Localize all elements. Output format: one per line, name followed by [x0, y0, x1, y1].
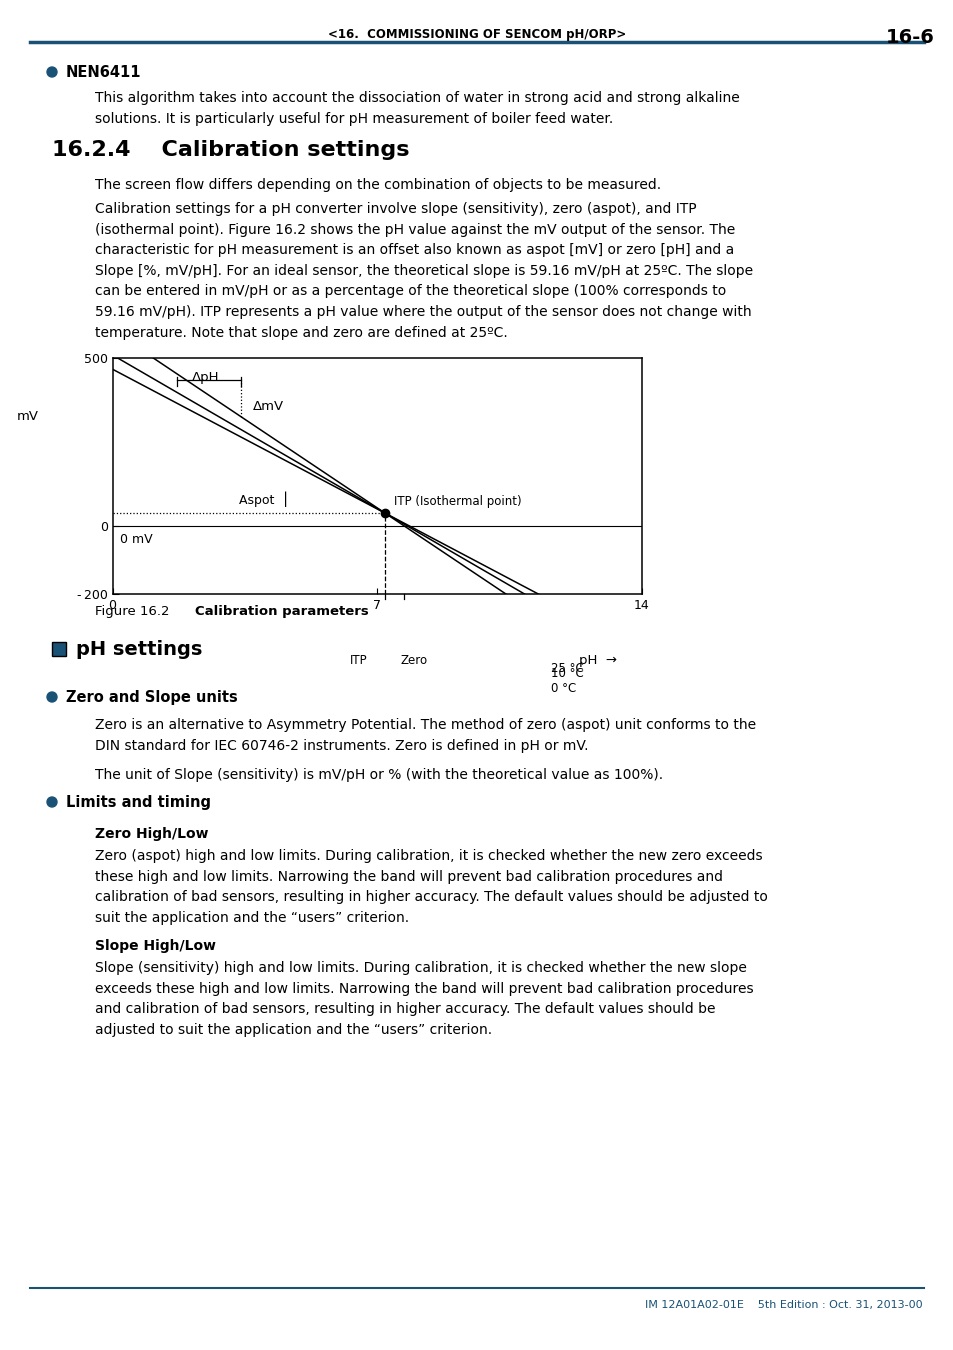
Text: ITP: ITP — [349, 653, 367, 667]
Text: Slope (sensitivity) high and low limits. During calibration, it is checked wheth: Slope (sensitivity) high and low limits.… — [95, 961, 753, 1037]
Text: Zero (aspot) high and low limits. During calibration, it is checked whether the : Zero (aspot) high and low limits. During… — [95, 849, 767, 925]
Text: The unit of Slope (sensitivity) is mV/pH or % (with the theoretical value as 100: The unit of Slope (sensitivity) is mV/pH… — [95, 768, 662, 782]
Text: ΔmV: ΔmV — [253, 400, 283, 413]
Text: IM 12A01A02-01E    5th Edition : Oct. 31, 2013-00: IM 12A01A02-01E 5th Edition : Oct. 31, 2… — [644, 1300, 922, 1310]
Text: 25 °C: 25 °C — [551, 663, 583, 675]
Circle shape — [47, 68, 57, 77]
Text: 16.2.4    Calibration settings: 16.2.4 Calibration settings — [52, 140, 409, 161]
Text: 10 °C: 10 °C — [551, 667, 583, 680]
Text: Limits and timing: Limits and timing — [66, 795, 211, 810]
Text: 0 mV: 0 mV — [120, 533, 152, 547]
Text: The screen flow differs depending on the combination of objects to be measured.: The screen flow differs depending on the… — [95, 178, 660, 192]
Text: pH settings: pH settings — [76, 640, 202, 659]
Text: Calibration settings for a pH converter involve slope (sensitivity), zero (aspot: Calibration settings for a pH converter … — [95, 202, 752, 340]
Text: This algorithm takes into account the dissociation of water in strong acid and s: This algorithm takes into account the di… — [95, 90, 739, 126]
FancyBboxPatch shape — [52, 643, 66, 656]
Text: <16.  COMMISSIONING OF SENCOM pH/ORP>: <16. COMMISSIONING OF SENCOM pH/ORP> — [328, 28, 625, 40]
Text: Calibration parameters: Calibration parameters — [194, 605, 369, 618]
Text: Zero High/Low: Zero High/Low — [95, 828, 209, 841]
Circle shape — [47, 796, 57, 807]
Text: 16-6: 16-6 — [884, 28, 933, 47]
Text: Aspot  ⎮: Aspot ⎮ — [239, 491, 289, 508]
Text: Zero and Slope units: Zero and Slope units — [66, 690, 237, 705]
Text: mV: mV — [17, 410, 39, 424]
Text: Zero: Zero — [400, 653, 428, 667]
Text: ΔpH: ΔpH — [192, 370, 219, 383]
Text: Slope High/Low: Slope High/Low — [95, 940, 215, 953]
Text: ITP (Isothermal point): ITP (Isothermal point) — [394, 495, 521, 508]
Text: NEN6411: NEN6411 — [66, 65, 141, 80]
Text: pH  →: pH → — [578, 653, 616, 667]
Circle shape — [47, 693, 57, 702]
Text: Zero is an alternative to Asymmetry Potential. The method of zero (aspot) unit c: Zero is an alternative to Asymmetry Pote… — [95, 718, 756, 752]
Text: 0 °C: 0 °C — [551, 682, 576, 695]
Text: Figure 16.2: Figure 16.2 — [95, 605, 170, 618]
